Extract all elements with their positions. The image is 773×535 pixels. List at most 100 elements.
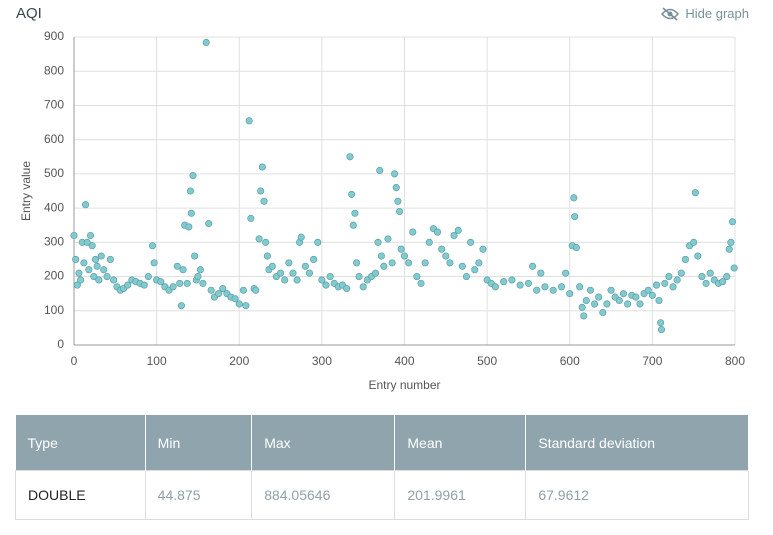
data-point	[86, 231, 95, 240]
data-point	[239, 286, 247, 294]
data-point	[191, 252, 199, 260]
data-point	[322, 281, 330, 289]
data-point	[690, 238, 698, 246]
data-point	[388, 259, 396, 267]
data-point	[409, 228, 417, 236]
data-point	[110, 276, 118, 284]
data-point	[186, 187, 195, 195]
data-point	[301, 262, 309, 270]
data-point	[242, 302, 250, 310]
cell: 44.875	[144, 470, 253, 520]
data-point	[632, 293, 640, 301]
data-point	[310, 255, 318, 263]
y-tick-label: 100	[44, 303, 64, 317]
data-point	[562, 269, 570, 277]
data-point	[380, 262, 388, 270]
data-point	[400, 252, 409, 260]
data-point	[491, 283, 499, 291]
data-point	[144, 273, 152, 281]
data-point	[384, 235, 392, 243]
x-tick-label: 200	[229, 354, 249, 368]
data-point	[73, 281, 81, 289]
data-point	[258, 163, 266, 171]
data-point	[702, 279, 710, 287]
data-point	[541, 283, 549, 291]
header-cell: Standard deviation	[525, 415, 749, 471]
data-point	[205, 219, 213, 228]
x-axis-label: Entry number	[368, 378, 440, 392]
data-point	[413, 273, 421, 281]
hide-graph-button[interactable]: Hide graph	[661, 6, 749, 21]
data-point	[194, 273, 202, 281]
header-cell: Type	[15, 415, 146, 471]
x-tick-label: 800	[725, 354, 745, 368]
data-point	[694, 252, 702, 260]
data-point	[349, 221, 357, 229]
data-point	[580, 312, 588, 320]
data-point	[619, 290, 628, 298]
data-point	[355, 273, 363, 281]
data-point	[533, 286, 541, 294]
data-point	[235, 300, 243, 308]
data-point	[566, 290, 574, 298]
y-tick-label: 300	[44, 235, 64, 249]
data-point	[97, 252, 105, 260]
data-point	[247, 214, 255, 222]
y-tick-label: 700	[44, 98, 64, 112]
y-tick-label: 900	[44, 29, 64, 43]
data-point	[652, 281, 661, 289]
row: DOUBLE 44.875 884.05646 201.9961 67.9612	[15, 470, 749, 520]
data-point	[245, 117, 253, 125]
data-point	[421, 259, 429, 267]
data-point	[572, 243, 580, 252]
data-point	[644, 286, 652, 294]
data-point	[719, 278, 727, 286]
y-tick-label: 400	[44, 200, 64, 214]
x-tick-label: 400	[394, 354, 414, 368]
data-point	[377, 252, 385, 260]
data-point	[177, 302, 185, 310]
data-point	[691, 189, 699, 197]
data-point	[681, 255, 689, 263]
data-point	[219, 284, 227, 293]
x-tick-label: 100	[147, 354, 167, 368]
data-point	[725, 245, 733, 253]
data-point	[529, 262, 537, 270]
data-point	[351, 209, 359, 217]
data-point	[446, 259, 454, 267]
data-point	[88, 242, 96, 250]
data-point	[582, 296, 590, 305]
y-axis-label: Entry value	[19, 161, 33, 221]
data-point	[576, 283, 584, 291]
data-point	[359, 283, 367, 291]
data-point	[262, 238, 270, 246]
data-point	[537, 269, 545, 277]
x-tick-label: 0	[71, 354, 78, 368]
data-point	[293, 276, 301, 284]
data-point	[425, 238, 433, 246]
data-point	[90, 273, 98, 281]
data-point	[199, 279, 207, 287]
data-point	[140, 281, 148, 289]
data-point	[508, 276, 516, 284]
data-point	[524, 279, 532, 287]
data-point	[70, 231, 78, 240]
data-point	[571, 213, 579, 221]
data-point	[673, 276, 681, 284]
data-point	[314, 238, 322, 246]
data-point	[176, 279, 184, 287]
data-point	[343, 284, 351, 293]
data-point	[281, 276, 289, 284]
data-point	[183, 279, 191, 287]
data-point	[394, 197, 402, 205]
cell: 884.05646	[251, 470, 396, 520]
data-point	[698, 273, 706, 281]
data-point	[706, 269, 714, 277]
data-point	[586, 286, 594, 294]
data-point	[157, 278, 165, 286]
data-point	[187, 209, 195, 217]
data-point	[723, 273, 731, 281]
data-point	[95, 276, 103, 284]
data-point	[570, 194, 578, 202]
